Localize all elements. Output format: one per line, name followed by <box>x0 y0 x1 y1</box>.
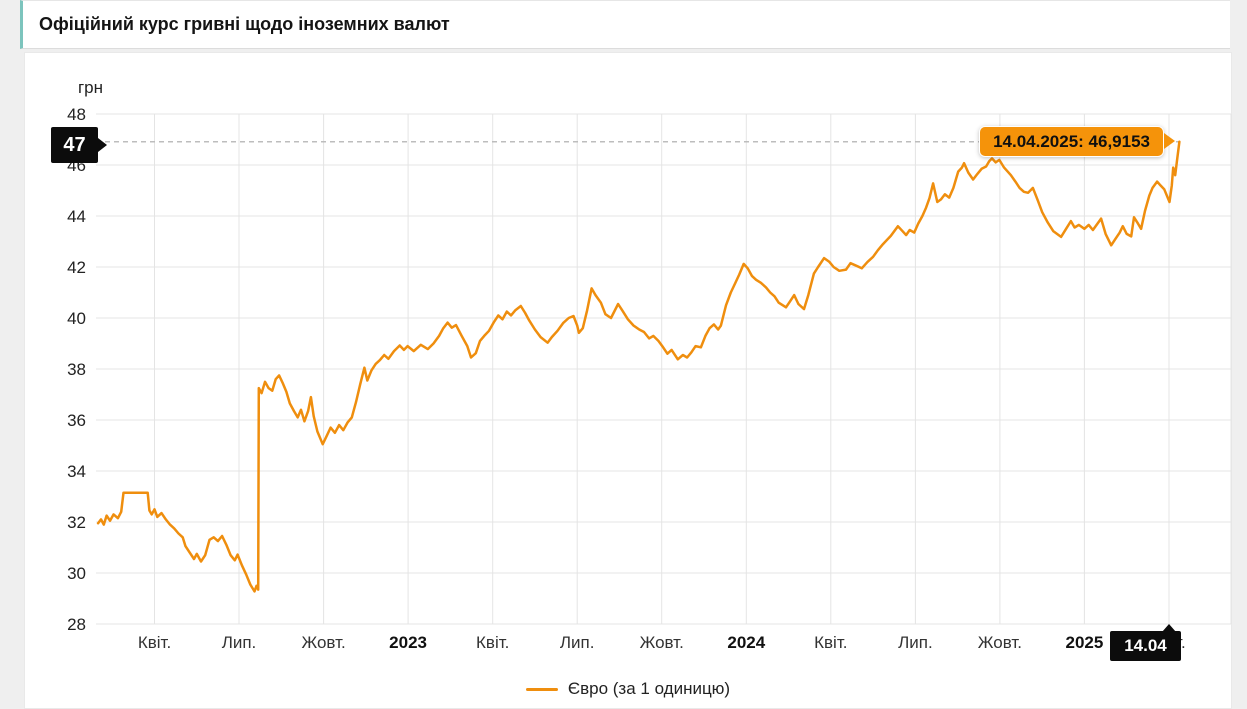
legend-series-label: Євро (за 1 одиницю) <box>567 679 731 698</box>
x-axis-tick-label: Лип. <box>898 633 933 652</box>
y-axis-tick-label: 48 <box>67 105 86 124</box>
x-axis-tick-label: Лип. <box>222 633 257 652</box>
page-header: Офіційний курс гривні щодо іноземних вал… <box>20 0 1230 49</box>
x-axis-tick-label: Квіт. <box>814 633 847 652</box>
y-axis-tick-label: 36 <box>67 411 86 430</box>
x-axis-tick-label: Квіт. <box>138 633 171 652</box>
page-title: Офіційний курс гривні щодо іноземних вал… <box>39 14 450 34</box>
y-axis-tick-label: 34 <box>67 462 86 481</box>
x-axis-tick-label: Жовт. <box>301 633 345 652</box>
y-axis-tick-label: 32 <box>67 513 86 532</box>
y-axis-tick-label: 42 <box>67 258 86 277</box>
chart-card: 28 30 32 34 36 38 40 42 44 46 48 Квіт. Лип. Жовт. 2023… <box>24 52 1232 709</box>
y-axis-tick-label: 30 <box>67 564 86 583</box>
x-axis-tick-label: Жовт. <box>640 633 684 652</box>
y-axis-tick-label: 44 <box>67 207 86 226</box>
x-axis-tick-label: Жовт. <box>978 633 1022 652</box>
y-badge-arrow-icon <box>98 138 107 152</box>
y-axis-unit-label: грн <box>78 78 103 97</box>
x-badge-arrow-icon <box>1162 624 1176 632</box>
x-axis-tick-label: 2025 <box>1065 633 1103 652</box>
current-rate-y-axis-badge: 47 <box>51 127 98 163</box>
x-axis-tick-label: 2023 <box>389 633 427 652</box>
chart-tooltip: 14.04.2025: 46,9153 <box>979 126 1164 157</box>
chart-legend[interactable]: Євро (за 1 одиницю) <box>24 679 1232 699</box>
x-axis-tick-label: Лип. <box>560 633 595 652</box>
current-date-x-axis-badge: 14.04 <box>1110 631 1181 661</box>
euro-rate-line[interactable] <box>96 140 1181 593</box>
y-axis-tick-label: 38 <box>67 360 86 379</box>
x-axis-tick-label: 2024 <box>727 633 765 652</box>
x-axis-tick-label: Квіт. <box>476 633 509 652</box>
legend-line-marker <box>525 687 558 691</box>
tooltip-arrow-icon <box>1164 133 1175 149</box>
y-axis-tick-label: 40 <box>67 309 86 328</box>
y-axis-tick-label: 28 <box>67 615 86 634</box>
